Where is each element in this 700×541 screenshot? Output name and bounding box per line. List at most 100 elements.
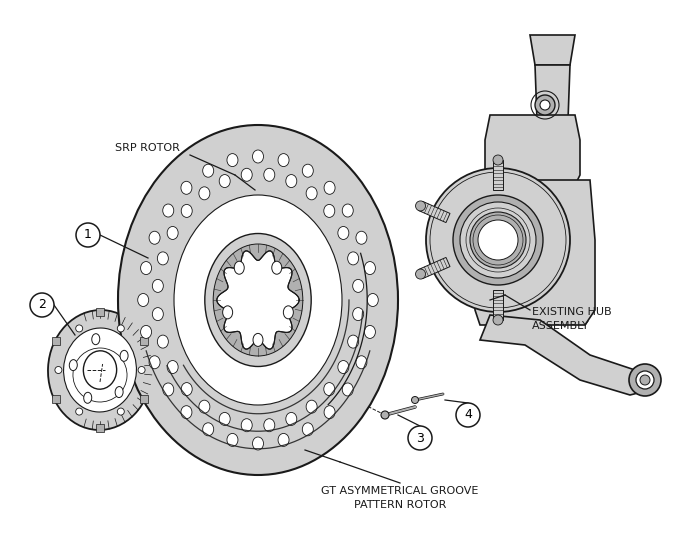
Circle shape xyxy=(408,426,432,450)
Ellipse shape xyxy=(302,423,314,436)
Ellipse shape xyxy=(241,419,252,432)
Ellipse shape xyxy=(478,220,518,260)
Ellipse shape xyxy=(306,400,317,413)
Polygon shape xyxy=(52,395,60,403)
Ellipse shape xyxy=(115,387,123,398)
Ellipse shape xyxy=(153,279,163,292)
Ellipse shape xyxy=(141,261,152,275)
Ellipse shape xyxy=(174,195,342,405)
Ellipse shape xyxy=(149,231,160,244)
Polygon shape xyxy=(419,258,450,279)
Circle shape xyxy=(55,366,62,373)
Polygon shape xyxy=(530,35,575,65)
Text: SRP ROTOR: SRP ROTOR xyxy=(115,143,180,153)
Ellipse shape xyxy=(356,231,367,244)
Polygon shape xyxy=(493,160,503,190)
Ellipse shape xyxy=(227,154,238,167)
Polygon shape xyxy=(140,337,148,345)
Ellipse shape xyxy=(284,306,293,319)
Ellipse shape xyxy=(84,392,92,403)
Ellipse shape xyxy=(426,168,570,312)
Ellipse shape xyxy=(118,125,398,475)
Ellipse shape xyxy=(338,360,349,373)
Polygon shape xyxy=(96,424,104,432)
Ellipse shape xyxy=(214,244,303,356)
Circle shape xyxy=(456,403,480,427)
Ellipse shape xyxy=(324,382,335,395)
Ellipse shape xyxy=(69,360,77,371)
Ellipse shape xyxy=(286,175,297,188)
Circle shape xyxy=(76,408,83,415)
Polygon shape xyxy=(96,308,104,316)
Ellipse shape xyxy=(324,406,335,419)
Ellipse shape xyxy=(365,326,375,339)
Ellipse shape xyxy=(162,383,174,396)
Ellipse shape xyxy=(306,187,317,200)
Ellipse shape xyxy=(453,195,543,285)
Ellipse shape xyxy=(470,212,526,268)
Ellipse shape xyxy=(356,356,367,369)
Circle shape xyxy=(118,408,125,415)
Ellipse shape xyxy=(64,328,136,412)
Ellipse shape xyxy=(149,356,160,369)
Ellipse shape xyxy=(264,168,275,181)
Ellipse shape xyxy=(253,437,263,450)
Ellipse shape xyxy=(223,306,232,319)
Ellipse shape xyxy=(342,204,354,217)
Ellipse shape xyxy=(353,308,364,321)
Ellipse shape xyxy=(219,412,230,425)
Text: 4: 4 xyxy=(464,408,472,421)
Ellipse shape xyxy=(540,100,550,110)
Ellipse shape xyxy=(83,351,117,389)
Text: EXISTING HUB
ASSEMBLY: EXISTING HUB ASSEMBLY xyxy=(532,307,612,331)
Circle shape xyxy=(629,364,661,396)
Ellipse shape xyxy=(416,201,426,211)
Ellipse shape xyxy=(348,335,358,348)
Polygon shape xyxy=(217,251,299,349)
Ellipse shape xyxy=(253,333,263,346)
Ellipse shape xyxy=(158,335,169,348)
Ellipse shape xyxy=(141,326,152,339)
Circle shape xyxy=(640,375,650,385)
Circle shape xyxy=(76,325,83,332)
Ellipse shape xyxy=(120,351,128,361)
Ellipse shape xyxy=(430,172,566,308)
Ellipse shape xyxy=(167,360,178,373)
Ellipse shape xyxy=(138,294,148,307)
Ellipse shape xyxy=(302,164,314,177)
Circle shape xyxy=(76,223,100,247)
Ellipse shape xyxy=(181,382,193,395)
Text: GT ASYMMETRICAL GROOVE
PATTERN ROTOR: GT ASYMMETRICAL GROOVE PATTERN ROTOR xyxy=(321,486,479,510)
Ellipse shape xyxy=(162,204,174,217)
Ellipse shape xyxy=(234,261,244,274)
Ellipse shape xyxy=(416,269,426,279)
Ellipse shape xyxy=(203,423,214,436)
Ellipse shape xyxy=(460,202,536,278)
Ellipse shape xyxy=(92,334,100,345)
Circle shape xyxy=(636,371,654,389)
Polygon shape xyxy=(475,180,595,325)
Text: 2: 2 xyxy=(38,299,46,312)
Ellipse shape xyxy=(158,252,169,265)
Polygon shape xyxy=(493,290,503,320)
Polygon shape xyxy=(480,315,650,395)
Polygon shape xyxy=(419,201,450,222)
Ellipse shape xyxy=(324,204,335,217)
Ellipse shape xyxy=(368,294,378,307)
Text: 3: 3 xyxy=(416,432,424,445)
Ellipse shape xyxy=(227,433,238,446)
Ellipse shape xyxy=(365,261,375,275)
Ellipse shape xyxy=(278,154,289,167)
Text: 1: 1 xyxy=(84,228,92,241)
Ellipse shape xyxy=(205,234,312,366)
Ellipse shape xyxy=(203,164,214,177)
Ellipse shape xyxy=(241,168,252,181)
Circle shape xyxy=(30,293,54,317)
Ellipse shape xyxy=(493,155,503,165)
Circle shape xyxy=(412,397,419,404)
Ellipse shape xyxy=(272,261,282,274)
Circle shape xyxy=(138,366,145,373)
Ellipse shape xyxy=(286,412,297,425)
Ellipse shape xyxy=(493,315,503,325)
Ellipse shape xyxy=(348,252,358,265)
